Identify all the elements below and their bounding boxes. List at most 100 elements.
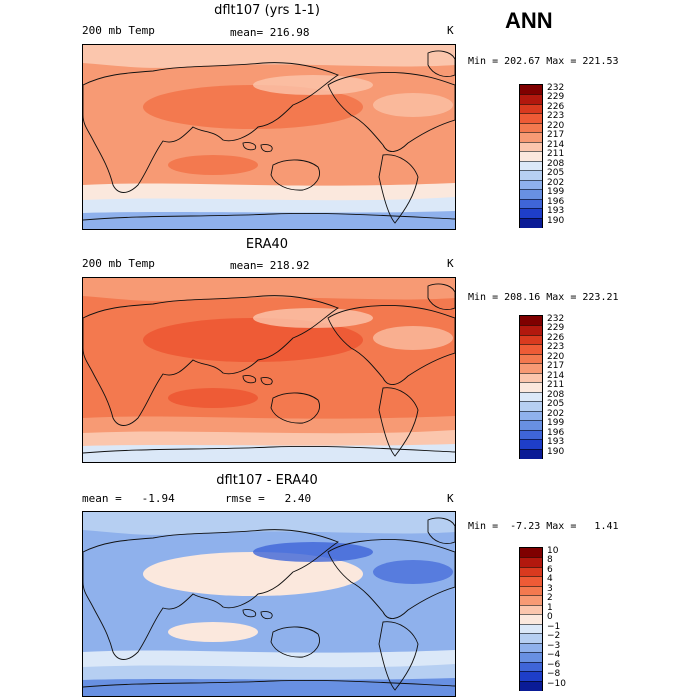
colorbar-tick-label: 4: [547, 574, 553, 585]
colorbar-swatch: [520, 189, 542, 200]
band-north: [83, 512, 455, 535]
band-polar-south: [83, 444, 455, 462]
north-atlantic-region: [373, 326, 453, 350]
colorbar-swatch: [520, 208, 542, 219]
panel-3-map-svg: [83, 512, 455, 696]
colorbar-tick-label: 205: [547, 399, 565, 410]
colorbar-tick-label: 0: [547, 612, 553, 623]
colorbar-swatch: [520, 198, 542, 210]
coastline: [270, 159, 320, 191]
colorbar-tick-label: 229: [547, 92, 565, 103]
colorbar-tick-label: 217: [547, 361, 565, 372]
colorbar-swatch: [520, 382, 542, 393]
colorbar-tick-label: 196: [547, 427, 565, 438]
panel-3-colorbar: [519, 547, 543, 691]
colorbar-swatch: [520, 401, 542, 412]
band-north: [83, 45, 455, 68]
panel-1-colorbar: [519, 84, 543, 228]
panel-1-center-label: mean= 216.98: [230, 26, 310, 39]
panel-3-minmax: Min = -7.23 Max = 1.41: [468, 521, 619, 532]
colorbar-swatch: [520, 103, 542, 115]
colorbar-tick-label: 223: [547, 342, 565, 353]
panel-2-right-label: K: [447, 257, 454, 270]
colorbar-swatch: [520, 566, 542, 578]
coastline: [270, 392, 320, 424]
colorbar-tick-label: 217: [547, 130, 565, 141]
colorbar-swatch: [520, 548, 542, 558]
coastline: [427, 283, 455, 310]
colorbar-tick-label: 2: [547, 593, 553, 604]
colorbar-swatch: [520, 420, 542, 431]
panel-3-center-label: rmse = 2.40: [225, 492, 312, 505]
colorbar-tick-label: 232: [547, 314, 565, 324]
panel-2-title: ERA40: [245, 237, 289, 252]
colorbar-swatch: [520, 85, 542, 95]
colorbar-tick-label: 10: [547, 546, 559, 556]
colorbar-tick-label: 208: [547, 158, 565, 169]
colorbar-tick-label: 193: [547, 437, 565, 448]
colorbar-swatch: [520, 132, 542, 143]
colorbar-tick-label: 3: [547, 583, 553, 594]
coastline: [327, 539, 455, 619]
tropical-warm-region: [143, 85, 363, 129]
colorbar-tick-label: 199: [547, 187, 565, 198]
colorbar-tick-label: 202: [547, 408, 565, 419]
colorbar-tick-label: 190: [547, 446, 565, 457]
south-warm-region: [168, 155, 258, 175]
panel-2-map: [82, 277, 456, 463]
colorbar-tick-label: −1: [547, 621, 561, 632]
colorbar-tick-label: 220: [547, 351, 565, 362]
colorbar-swatch: [520, 671, 542, 682]
panel-3-map: [82, 511, 456, 697]
colorbar-tick-label: 232: [547, 83, 565, 93]
colorbar-tick-label: 223: [547, 111, 565, 122]
colorbar-swatch: [520, 585, 542, 597]
coastline: [378, 621, 419, 691]
colorbar-swatch: [520, 113, 542, 124]
colorbar-swatch: [520, 372, 542, 384]
tropical-warm-region: [143, 318, 363, 362]
coastline: [378, 154, 419, 224]
colorbar-tick-label: 214: [547, 139, 565, 150]
north-pacific-region: [253, 75, 373, 95]
north-pacific-region: [253, 308, 373, 328]
panel-1-title: dflt107 (yrs 1-1): [214, 3, 320, 18]
colorbar-swatch: [520, 179, 542, 191]
colorbar-tick-label: 8: [547, 555, 553, 566]
colorbar-swatch: [520, 141, 542, 153]
colorbar-tick-label: −6: [547, 659, 561, 670]
colorbar-tick-label: 211: [547, 149, 565, 160]
colorbar-tick-label: −4: [547, 650, 561, 661]
colorbar-swatch: [520, 439, 542, 450]
colorbar-swatch: [520, 160, 542, 172]
colorbar-swatch: [520, 353, 542, 365]
colorbar-tick-label: 211: [547, 380, 565, 391]
coastline: [260, 611, 273, 620]
coastline: [327, 72, 455, 152]
panel-1-map-svg: [83, 45, 455, 229]
colorbar-swatch: [520, 642, 542, 654]
colorbar-swatch: [520, 661, 542, 673]
coastline: [427, 517, 455, 544]
colorbar-swatch: [520, 122, 542, 134]
colorbar-swatch: [520, 391, 542, 403]
colorbar-swatch: [520, 363, 542, 374]
colorbar-tick-label: 6: [547, 564, 553, 575]
north-atlantic-region: [373, 560, 453, 584]
colorbar-swatch: [520, 151, 542, 162]
colorbar-swatch: [520, 94, 542, 105]
colorbar-swatch: [520, 170, 542, 181]
colorbar-tick-label: −2: [547, 631, 561, 642]
panel-2-center-label: mean= 218.92: [230, 259, 310, 272]
coastline: [260, 144, 273, 153]
colorbar-tick-label: 229: [547, 323, 565, 334]
coastline: [270, 626, 320, 658]
colorbar-tick-label: 196: [547, 196, 565, 207]
south-warm-region: [168, 622, 258, 642]
colorbar-swatch: [520, 217, 542, 228]
north-pacific-region: [253, 542, 373, 562]
coastline: [83, 446, 455, 454]
panel-3-right-label: K: [447, 492, 454, 505]
coastline: [83, 62, 339, 193]
colorbar-swatch: [520, 680, 542, 691]
